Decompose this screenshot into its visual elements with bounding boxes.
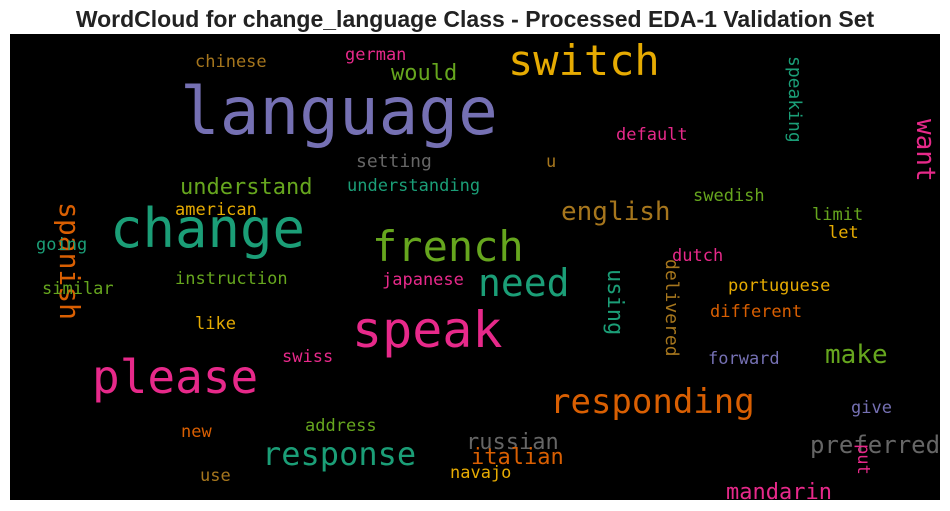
word-language: language bbox=[180, 73, 498, 150]
word-similar: similar bbox=[42, 279, 114, 299]
word-delivered: delivered bbox=[661, 259, 682, 357]
word-different: different bbox=[710, 302, 802, 322]
word-responding: responding bbox=[550, 382, 755, 422]
word-preferred: preferred bbox=[810, 431, 940, 459]
word-change: change bbox=[110, 197, 305, 260]
word-italian: italian bbox=[471, 445, 564, 470]
word-mandarin: mandarin bbox=[726, 480, 832, 500]
word-setting: setting bbox=[356, 151, 432, 172]
word-make: make bbox=[825, 340, 888, 370]
word-instruction: instruction bbox=[175, 269, 288, 289]
word-portuguese: portuguese bbox=[728, 276, 830, 296]
chart-title: WordCloud for change_language Class - Pr… bbox=[75, 6, 875, 32]
word-chinese: chinese bbox=[195, 52, 267, 72]
word-need: need bbox=[478, 261, 570, 305]
word-american: american bbox=[175, 200, 257, 220]
word-put: put bbox=[853, 444, 873, 475]
word-want: want bbox=[910, 119, 940, 182]
word-speaking: speaking bbox=[784, 56, 805, 143]
word-limit: limit bbox=[812, 205, 863, 225]
word-default: default bbox=[616, 125, 688, 145]
word-going: going bbox=[36, 235, 87, 255]
word-let: let bbox=[828, 223, 859, 243]
word-cloud: language change speak please switch frenchnee… bbox=[10, 34, 940, 500]
word-russian: russian bbox=[466, 430, 559, 455]
word-dutch: dutch bbox=[672, 246, 723, 266]
word-u: u bbox=[546, 152, 556, 172]
word-using: using bbox=[602, 269, 627, 335]
word-address: address bbox=[305, 416, 377, 436]
word-response: response bbox=[262, 435, 416, 473]
word-spanish: spanish bbox=[53, 202, 86, 320]
word-forward: forward bbox=[708, 349, 780, 369]
word-navajo: navajo bbox=[450, 463, 511, 483]
word-use: use bbox=[200, 466, 231, 486]
word-understanding: understanding bbox=[347, 176, 480, 196]
cloud-background bbox=[10, 34, 940, 500]
word-swedish: swedish bbox=[693, 186, 765, 206]
word-french: french bbox=[372, 222, 524, 271]
word-swiss: swiss bbox=[282, 347, 333, 367]
word-understand: understand bbox=[180, 175, 312, 200]
word-german: german bbox=[345, 45, 406, 65]
word-speak: speak bbox=[352, 301, 503, 359]
word-japanese: japanese bbox=[382, 270, 464, 290]
word-please: please bbox=[92, 350, 258, 404]
word-give: give bbox=[851, 398, 892, 418]
word-switch: switch bbox=[508, 36, 660, 85]
word-english: english bbox=[561, 197, 671, 227]
word-new: new bbox=[181, 422, 212, 442]
word-would: would bbox=[391, 61, 457, 86]
word-like: like bbox=[195, 314, 236, 334]
